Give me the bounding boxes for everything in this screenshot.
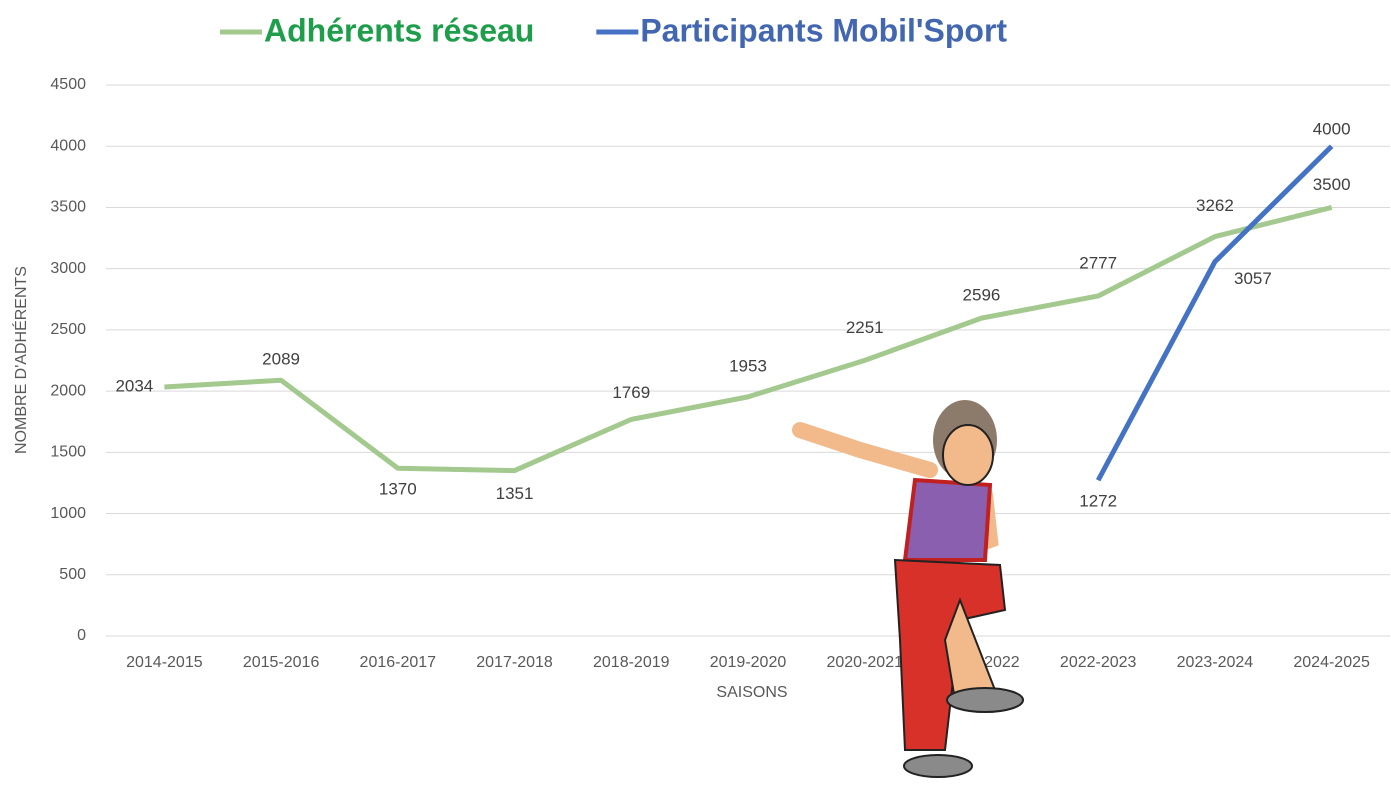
y-tick-label: 4500 <box>50 76 86 93</box>
data-label: 1370 <box>379 480 417 499</box>
x-tick-label: 2024-2025 <box>1293 654 1370 671</box>
x-tick-label: 2020-2021 <box>826 654 903 671</box>
data-label: 3057 <box>1234 269 1272 288</box>
x-tick-label: 2018-2019 <box>593 654 670 671</box>
page: {"chart_data": {"type": "line", "y_label… <box>0 0 1391 787</box>
data-label: 1769 <box>612 383 650 402</box>
y-tick-label: 1000 <box>50 505 86 522</box>
plot <box>164 146 1331 480</box>
legend-label: Participants Mobil'Sport <box>640 12 1007 48</box>
y-tick-label: 0 <box>77 627 86 644</box>
data-label: 2777 <box>1079 253 1117 272</box>
y-tick-label: 4000 <box>50 137 86 154</box>
x-axis-label: SAISONS <box>716 684 787 701</box>
x-tick-label: 2023-2024 <box>1177 654 1254 671</box>
x-tick-label: 2015-2016 <box>243 654 320 671</box>
data-label: 2034 <box>115 376 153 395</box>
data-label: 2251 <box>846 318 884 337</box>
x-tick-label: 2014-2015 <box>126 654 203 671</box>
data-label: 3262 <box>1196 196 1234 215</box>
chart: NOMBRE D'ADHÉRENTS SAISONS 0 500 1000 1500 2… <box>0 0 1391 787</box>
face <box>943 425 993 485</box>
shoe <box>904 755 972 777</box>
y-tick-label: 2000 <box>50 382 86 399</box>
x-tick-label: 2022-2023 <box>1060 654 1137 671</box>
data-label: 4000 <box>1313 120 1351 139</box>
x-tick-label: 2019-2020 <box>710 654 787 671</box>
data-label: 2596 <box>963 286 1001 305</box>
y-tick-label: 2500 <box>50 321 86 338</box>
torso <box>905 480 990 560</box>
y-tick-label: 1500 <box>50 444 86 461</box>
legend-label: Adhérents réseau <box>264 12 534 48</box>
illustration <box>800 400 1023 777</box>
shoe <box>947 688 1023 712</box>
y-axis-label: NOMBRE D'ADHÉRENTS <box>11 266 30 454</box>
series-line <box>164 207 1331 470</box>
arm <box>800 430 930 470</box>
y-tick-label: 3500 <box>50 199 86 216</box>
data-label: 2089 <box>262 350 300 369</box>
data-label: 3500 <box>1313 175 1351 194</box>
x-tick-label: 2016-2017 <box>360 654 437 671</box>
y-tick-label: 3000 <box>50 260 86 277</box>
x-tick-label: 2017-2018 <box>476 654 553 671</box>
data-label: 1953 <box>729 356 767 375</box>
data-label: 1272 <box>1079 492 1117 511</box>
y-tick-label: 500 <box>59 566 86 583</box>
data-label: 1351 <box>496 484 534 503</box>
